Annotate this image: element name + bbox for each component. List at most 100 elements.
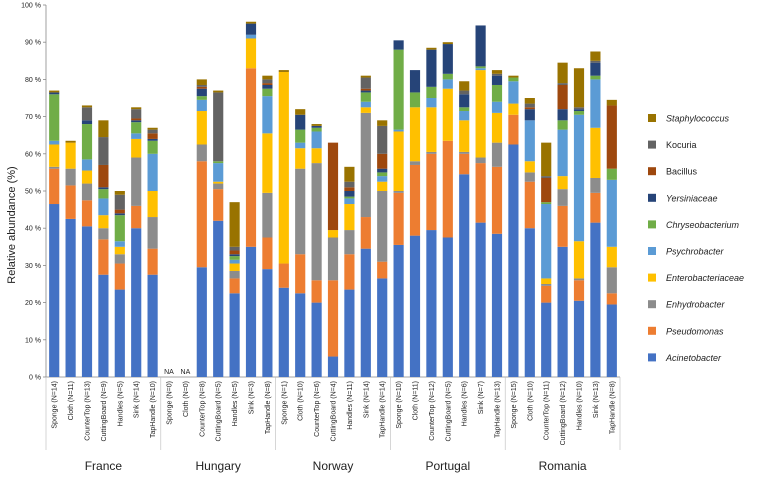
bar-segment-chryseobacterium bbox=[426, 86, 437, 98]
bar-segment-acinetobacter bbox=[606, 304, 617, 377]
bar-segment-enhydrobacter bbox=[541, 284, 552, 286]
bar-segment-kocuria bbox=[344, 181, 355, 188]
bar-segment-kocuria bbox=[81, 107, 93, 121]
bar-segment-kocuria bbox=[491, 73, 503, 76]
bar-segment-chryseobacterium bbox=[131, 122, 142, 134]
bar-segment-enterobacteriaceae bbox=[475, 70, 486, 158]
bar-segment-chryseobacterium bbox=[409, 92, 421, 108]
bar-segment-bacillus bbox=[541, 177, 552, 203]
bar-segment-bacillus bbox=[262, 83, 273, 85]
legend-swatch bbox=[648, 193, 656, 202]
bar-segment-pseudomonas bbox=[229, 278, 240, 294]
bar-segment-enterobacteriaceae bbox=[590, 127, 601, 178]
bar-segment-chryseobacterium bbox=[147, 140, 158, 154]
x-category-label: Cloth (N=10) bbox=[298, 381, 305, 421]
bar-segment-enhydrobacter bbox=[49, 166, 60, 169]
bar-segment-pseudomonas bbox=[245, 68, 257, 247]
bar-segment-pseudomonas bbox=[278, 263, 289, 288]
y-tick-label: 90 % bbox=[25, 40, 41, 47]
x-category-label: CuttingBoard (N=12) bbox=[560, 381, 567, 445]
bar-segment-enhydrobacter bbox=[196, 144, 207, 162]
bar-segment-pseudomonas bbox=[573, 280, 585, 301]
bar-segment-pseudomonas bbox=[491, 166, 503, 234]
bar-segment-psychrobacter bbox=[147, 153, 158, 191]
group-label: Romania bbox=[539, 459, 587, 473]
bar-segment-bacillus bbox=[229, 250, 240, 255]
bar-segment-enhydrobacter bbox=[524, 172, 535, 182]
bar-segment-staphylococcus bbox=[573, 68, 585, 108]
bar-segment-enhydrobacter bbox=[409, 161, 421, 165]
x-category-label: CuttingBoard (N=9) bbox=[101, 381, 108, 442]
x-category-label: Sponge (N=0) bbox=[167, 381, 174, 425]
bar-segment-chryseobacterium bbox=[459, 107, 470, 112]
bar-segment-staphylococcus bbox=[65, 140, 76, 143]
bar-segment-enhydrobacter bbox=[491, 142, 503, 167]
bar-segment-enterobacteriaceae bbox=[262, 133, 273, 193]
bar-segment-pseudomonas bbox=[508, 114, 519, 145]
x-category-label: Sink (N=14) bbox=[363, 381, 370, 418]
bar-segment-psychrobacter bbox=[557, 129, 568, 177]
bar-segment-psychrobacter bbox=[245, 34, 257, 39]
bar-segment-acinetobacter bbox=[409, 235, 421, 377]
bar-segment-kocuria bbox=[557, 83, 568, 85]
bar-segment-kocuria bbox=[459, 90, 470, 95]
bar-segment-kocuria bbox=[524, 103, 535, 108]
legend-label: Enterobacteriaceae bbox=[666, 273, 744, 283]
y-tick-label: 30 % bbox=[25, 263, 41, 270]
bar-segment-staphylococcus bbox=[114, 191, 125, 195]
bar-segment-chryseobacterium bbox=[229, 256, 240, 260]
bar-segment-enterobacteriaceae bbox=[524, 161, 535, 173]
legend-swatch bbox=[648, 326, 656, 335]
x-category-label: Handles (N=5) bbox=[232, 381, 239, 426]
bar-segment-acinetobacter bbox=[491, 233, 503, 377]
bar-segment-bacillus bbox=[327, 142, 339, 231]
bar-segment-psychrobacter bbox=[442, 79, 453, 89]
legend-label: Yersiniaceae bbox=[666, 193, 718, 203]
bar-segment-staphylococcus bbox=[442, 42, 453, 45]
x-category-label: Handles (N=11) bbox=[347, 381, 354, 430]
bar-segment-yersiniaceae bbox=[344, 191, 355, 197]
x-category-label: CuttingBoard (N=5) bbox=[445, 381, 452, 442]
bar-segment-chryseobacterium bbox=[360, 92, 371, 102]
bar-segment-chryseobacterium bbox=[541, 202, 552, 205]
bar-segment-staphylococcus bbox=[491, 70, 503, 74]
x-category-label: CounterTop (N=11) bbox=[544, 381, 551, 440]
bar-segment-acinetobacter bbox=[426, 230, 437, 377]
bar-segment-psychrobacter bbox=[426, 98, 437, 108]
bar-segment-enhydrobacter bbox=[65, 168, 76, 186]
bar-segment-acinetobacter bbox=[295, 293, 306, 377]
bar-segment-pseudomonas bbox=[524, 181, 535, 229]
bar-segment-psychrobacter bbox=[131, 133, 142, 139]
bar-segment-psychrobacter bbox=[541, 204, 552, 279]
legend-swatch bbox=[648, 140, 656, 149]
bar-segment-bacillus bbox=[114, 209, 125, 214]
bar-segment-enterobacteriaceae bbox=[98, 215, 109, 229]
bar-segment-acinetobacter bbox=[81, 226, 93, 377]
bar-segment-acinetobacter bbox=[65, 218, 76, 377]
bar-segment-pseudomonas bbox=[459, 153, 470, 175]
legend-label: Enhydrobacter bbox=[666, 300, 726, 310]
bar-segment-psychrobacter bbox=[508, 81, 519, 104]
bar-segment-pseudomonas bbox=[344, 254, 355, 290]
bar-segment-pseudomonas bbox=[327, 280, 339, 357]
bar-segment-acinetobacter bbox=[475, 222, 486, 377]
bar-segment-chryseobacterium bbox=[81, 124, 93, 160]
bar-segment-psychrobacter bbox=[459, 111, 470, 121]
bar-segment-enterobacteriaceae bbox=[541, 278, 552, 284]
bar-segment-staphylococcus bbox=[278, 70, 289, 72]
y-tick-label: 70 % bbox=[25, 114, 41, 121]
bar-segment-chryseobacterium bbox=[557, 120, 568, 130]
bar-segment-psychrobacter bbox=[49, 140, 60, 145]
bar-segment-psychrobacter bbox=[606, 179, 617, 247]
bar-segment-enterobacteriaceae bbox=[49, 144, 60, 167]
bar-segment-enhydrobacter bbox=[295, 168, 306, 255]
bar-segment-pseudomonas bbox=[590, 192, 601, 223]
bar-segment-acinetobacter bbox=[590, 222, 601, 377]
bar-segment-kocuria bbox=[377, 125, 388, 154]
bar-segment-staphylococcus bbox=[426, 47, 437, 50]
bar-segment-yersiniaceae bbox=[245, 23, 257, 35]
bar-segment-kocuria bbox=[131, 109, 142, 119]
bar-segment-yersiniaceae bbox=[426, 49, 437, 87]
bar-segment-acinetobacter bbox=[245, 246, 257, 377]
bar-segment-chryseobacterium bbox=[475, 66, 486, 69]
